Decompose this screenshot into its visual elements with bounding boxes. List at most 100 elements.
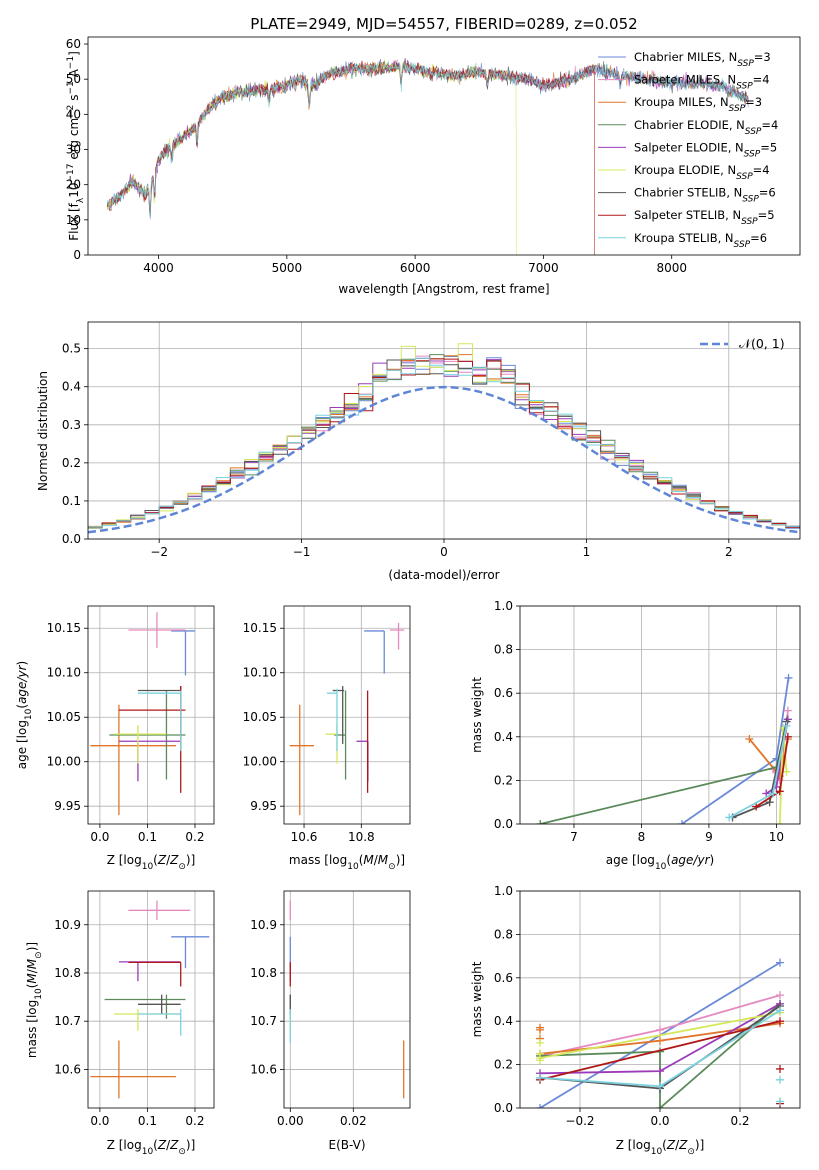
series-marker (775, 787, 784, 796)
y-tick-label: 0.8 (494, 643, 513, 657)
y-tick-label: 10.9 (54, 918, 81, 932)
normal-curve (88, 385, 800, 534)
error-bar-point (137, 1009, 182, 1036)
x-tick-label: 4000 (143, 261, 174, 275)
legend-entry: Kroupa STELIB, NSSP=6 (634, 231, 767, 250)
y-tick-label: 10.15 (243, 621, 277, 635)
plot-area (284, 891, 410, 1108)
error-bar-point (128, 961, 182, 987)
series-marker (776, 1006, 784, 1015)
y-tick-label: 10 (66, 213, 81, 227)
plot-area (88, 606, 214, 824)
plot-backgrounds (88, 37, 800, 1109)
error-bar-point (326, 688, 338, 752)
y-tick-label: 0.2 (62, 456, 81, 470)
x-tick-label: 2 (725, 545, 733, 559)
error-bar-point (104, 994, 186, 1019)
series-line (539, 1003, 781, 1108)
legend-entry: Salpeter MILES, NSSP=4 (634, 73, 770, 92)
y-tick-label: 30 (66, 143, 81, 157)
spectrum-title: PLATE=2949, MJD=54557, FIBERID=0289, z=0… (250, 15, 637, 33)
error-bar-point (137, 994, 181, 1014)
y-tick-label: 0.2 (494, 773, 513, 787)
y-tick-label: 10.6 (250, 1062, 277, 1076)
y-tick-label: 0.0 (494, 817, 513, 831)
series-marker (765, 798, 774, 807)
y-tick-label: 50 (66, 72, 81, 86)
y-tick-label: 9.95 (250, 799, 277, 813)
legend-entry: Salpeter STELIB, NSSP=5 (634, 208, 775, 227)
extra-marker (536, 1038, 544, 1047)
y-tick-label: 0.6 (494, 686, 513, 700)
clipped-group (289, 900, 405, 1099)
x-tick-label: 0.0 (650, 1114, 669, 1128)
spectrum-line (106, 60, 749, 217)
y-tick-label: 10.10 (47, 666, 81, 680)
x-tick-label: 0.02 (340, 1114, 367, 1128)
x-tick-label: 0.2 (185, 830, 204, 844)
x-tick-label: −2 (150, 545, 168, 559)
series-marker (775, 820, 784, 824)
clipped-group (536, 958, 784, 1108)
legend-entry: Chabrier ELODIE, NSSP=4 (634, 118, 778, 137)
x-tick-label: 0.00 (277, 1114, 304, 1128)
y-tick-label: 10.15 (47, 621, 81, 635)
y-tick-label: 0.1 (62, 494, 81, 508)
x-tick-label: 0.0 (90, 1114, 109, 1128)
y-tick-label: 0 (73, 248, 81, 262)
y-tick-label: 0.0 (62, 532, 81, 546)
x-tick-label: 0.2 (185, 1114, 204, 1128)
x-tick-label: 0.2 (730, 1114, 749, 1128)
extra-marker (776, 1075, 784, 1084)
error-bar-point (137, 690, 182, 752)
x-axis-label: Z [log10(Z/Z⊙)] (616, 1138, 705, 1157)
series-marker (656, 1104, 664, 1108)
series-marker (656, 1082, 664, 1091)
x-tick-label: 8000 (656, 261, 687, 275)
y-tick-label: 10.6 (54, 1062, 81, 1076)
y-tick-label: 9.95 (54, 799, 81, 813)
extra-marker (536, 1056, 544, 1065)
clipped-group (106, 57, 749, 255)
error-bar-point (128, 612, 186, 648)
plot-area (284, 606, 410, 824)
series-marker (656, 1036, 664, 1045)
x-tick-label: 5000 (272, 261, 303, 275)
y-tick-label: 0.0 (494, 1101, 513, 1115)
x-tick-label: 8 (638, 830, 646, 844)
y-tick-label: 10.05 (243, 710, 277, 724)
y-tick-label: 0.4 (494, 1014, 513, 1028)
x-axis-label: Z [log10(Z/Z⊙)] (107, 1138, 196, 1157)
x-axis-label: E(B-V) (328, 1138, 365, 1152)
legend-entry: Kroupa ELODIE, NSSP=4 (634, 163, 770, 182)
extra-marker (536, 1025, 544, 1034)
x-axis-label: mass [log10(M/M⊙)] (289, 853, 405, 872)
y-tick-label: 10.7 (250, 1014, 277, 1028)
plot-area (520, 606, 800, 824)
legend-entry: Kroupa MILES, NSSP=3 (634, 95, 762, 114)
y-tick-label: 1.0 (494, 884, 513, 898)
error-bar-point (90, 704, 176, 816)
y-axis-label: mass weight (470, 961, 484, 1037)
data-layer (88, 57, 800, 1108)
series-line (539, 1011, 781, 1059)
x-tick-label: 6000 (400, 261, 431, 275)
x-axis-label: wavelength [Angstrom, rest frame] (338, 282, 549, 296)
x-tick-label: −0.2 (565, 1114, 594, 1128)
series-marker (783, 706, 792, 715)
extra-marker (776, 1064, 784, 1073)
y-tick-label: 0.8 (494, 927, 513, 941)
x-tick-label: 0.1 (138, 1114, 157, 1128)
error-bar-point (114, 725, 167, 764)
legend-entry: 𝒩(0, 1) (739, 336, 785, 351)
clipped-group (536, 673, 793, 824)
clipped-group (90, 900, 210, 1099)
x-tick-label: 10 (769, 830, 784, 844)
y-tick-label: 60 (66, 37, 81, 51)
clipped-group (88, 343, 800, 534)
y-tick-label: 0.3 (62, 418, 81, 432)
series-marker (776, 1017, 784, 1026)
axes-frame (87, 605, 215, 825)
axes-frame (283, 605, 411, 825)
